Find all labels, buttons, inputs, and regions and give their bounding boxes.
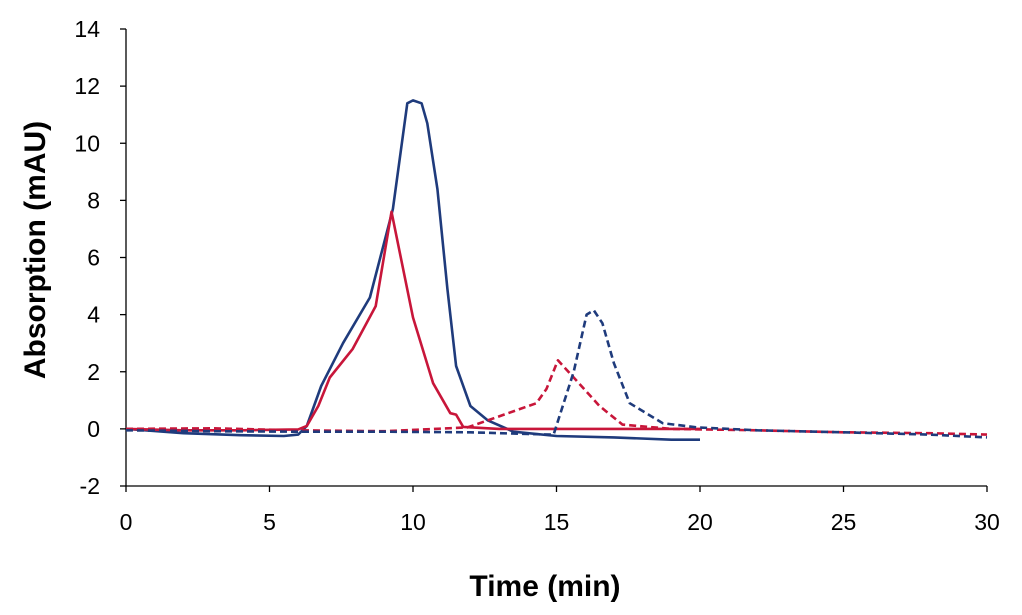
y-tick-label: 8 (87, 187, 100, 213)
y-tick-label: 6 (87, 245, 100, 271)
y-tick-label: 10 (74, 130, 100, 156)
x-tick-label: 0 (120, 509, 133, 535)
y-axis-label: Absorption (mAU) (19, 121, 52, 379)
x-tick-label: 30 (974, 509, 1000, 535)
y-tick-label: 0 (87, 416, 100, 442)
series-line-2-dashed (125, 358, 988, 436)
axes: -2 0 2 4 6 8 10 12 14 0 5 10 15 20 25 30 (74, 16, 999, 535)
x-tick-label: 25 (831, 509, 857, 535)
x-tick-label: 15 (544, 509, 570, 535)
x-tick-label: 10 (400, 509, 426, 535)
y-tick-label: -2 (80, 473, 100, 499)
series-line-1-solid (125, 210, 700, 432)
y-tick-label: 12 (74, 73, 100, 99)
series-line-3-dashed (125, 308, 988, 439)
x-axis-label: Time (min) (469, 570, 620, 603)
y-tick-label: 14 (74, 16, 100, 42)
series-group (125, 99, 988, 442)
y-tick-label: 4 (87, 302, 100, 328)
y-tick-label: 2 (87, 359, 100, 385)
x-tick-label: 20 (687, 509, 713, 535)
x-tick-label: 5 (263, 509, 276, 535)
series-line-0-solid (125, 99, 700, 442)
